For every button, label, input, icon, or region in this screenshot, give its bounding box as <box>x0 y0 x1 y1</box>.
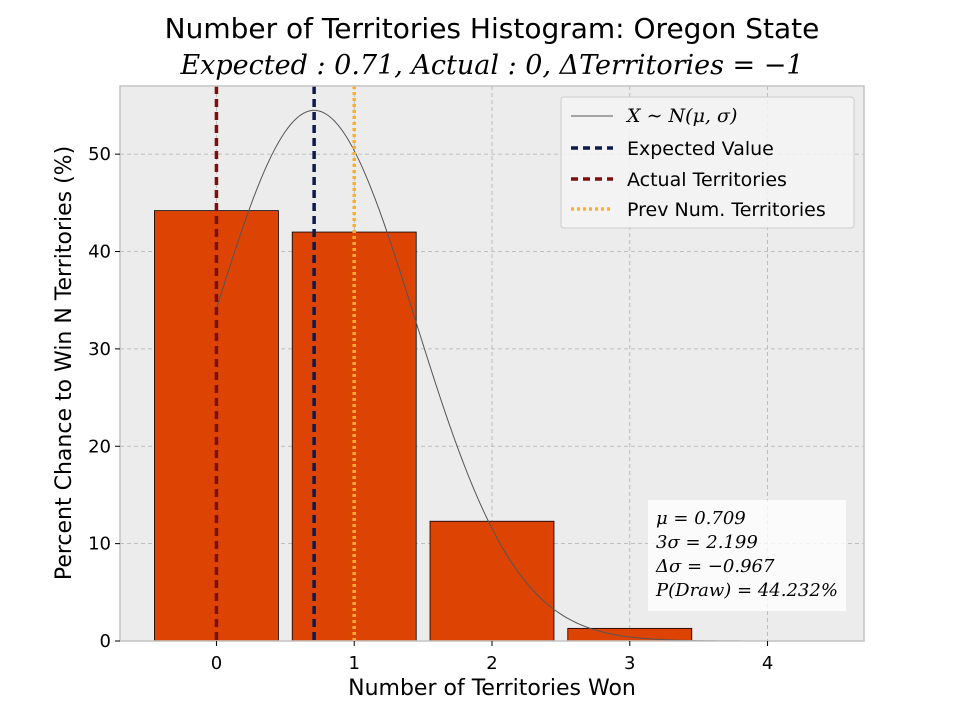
stat-3sigma: 3σ = 2.199 <box>656 532 758 553</box>
stat-mu: μ = 0.709 <box>656 508 746 529</box>
y-tick-label: 30 <box>88 339 111 360</box>
x-tick-label: 2 <box>486 653 497 674</box>
x-axis-ticks: 0 1 2 3 4 <box>211 641 773 674</box>
y-axis-label: Percent Chance to Win N Territories (%) <box>52 146 77 580</box>
x-tick-label: 4 <box>762 653 773 674</box>
legend-prev-label: Prev Num. Territories <box>627 199 826 221</box>
y-tick-label: 50 <box>88 144 111 165</box>
y-tick-label: 20 <box>88 436 111 457</box>
legend-expected-label: Expected Value <box>627 138 774 160</box>
bar-3 <box>567 627 693 642</box>
x-tick-label: 1 <box>348 653 359 674</box>
x-tick-label: 3 <box>624 653 635 674</box>
legend-curve-label: X ∼ N(μ, σ) <box>625 105 737 127</box>
stats-box-background <box>648 500 846 611</box>
stats-box: μ = 0.709 3σ = 2.199 Δσ = −0.967 P(Draw)… <box>648 500 846 611</box>
chart-subtitle: Expected : 0.71, Actual : 0, ΔTerritorie… <box>179 50 803 81</box>
vertical-lines <box>214 86 356 641</box>
bar-2 <box>429 520 555 642</box>
y-axis-ticks: 0 10 20 30 40 50 <box>88 144 120 652</box>
x-axis-label: Number of Territories Won <box>348 676 636 701</box>
legend-actual-label: Actual Territories <box>627 169 787 191</box>
chart-title: Number of Territories Histogram: Oregon … <box>165 12 820 45</box>
stat-p-draw: P(Draw) = 44.232% <box>655 580 838 601</box>
legend: X ∼ N(μ, σ) Expected Value Actual Territ… <box>560 96 855 229</box>
stat-delta-sigma: Δσ = −0.967 <box>655 556 775 577</box>
legend-box <box>560 96 855 229</box>
y-tick-label: 0 <box>100 631 111 652</box>
y-tick-label: 10 <box>88 534 111 555</box>
x-tick-label: 0 <box>211 653 222 674</box>
y-tick-label: 40 <box>88 242 111 263</box>
